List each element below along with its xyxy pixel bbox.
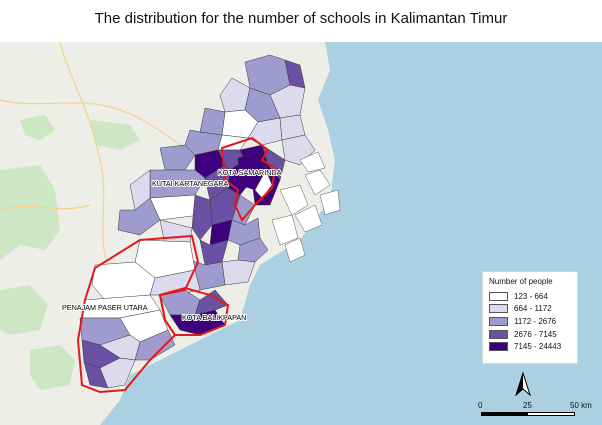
map-legend: Number of people 123 - 664 664 - 1172 11… — [482, 271, 578, 364]
district[interactable] — [159, 144, 196, 171]
legend-label: 2676 - 7145 — [514, 329, 557, 339]
district[interactable] — [99, 357, 136, 389]
highlighted-boundaries — [76, 136, 277, 394]
legend-title: Number of people — [489, 277, 553, 286]
kota-balikpapan-boundary — [158, 286, 230, 336]
scale-segment-black — [481, 412, 528, 416]
district[interactable] — [237, 237, 269, 263]
district[interactable] — [199, 239, 229, 266]
kota-samarinda-boundary — [220, 136, 277, 222]
legend-swatch — [489, 329, 508, 339]
label-kota-balikpapan: KOTA BALIKPAPAN — [182, 313, 246, 322]
label-kutai-kartanegara: KUTAI KARTANEGARA — [152, 179, 228, 188]
legend-item: 1172 - 2676 — [489, 315, 571, 328]
legend-swatch — [489, 342, 508, 352]
legend-swatch — [489, 316, 508, 326]
legend-item: 664 - 1172 — [489, 303, 571, 316]
scale-label-50: 50 km — [570, 401, 592, 410]
map-title: The distribution for the number of schoo… — [94, 10, 508, 27]
legend-label: 123 - 664 — [514, 291, 548, 301]
legend-item: 7145 - 24443 — [489, 340, 571, 353]
roads — [0, 42, 191, 271]
district[interactable] — [191, 194, 213, 241]
scale-label-25: 25 — [523, 401, 532, 410]
scale-segment-white — [527, 412, 575, 416]
forest-patches — [0, 115, 140, 390]
label-kota-samarinda: KOTA SAMARINDA — [218, 168, 282, 177]
district[interactable] — [194, 289, 229, 316]
choropleth-map[interactable]: KOTA SAMARINDA KUTAI KARTANEGARA PENAJAM… — [0, 42, 602, 425]
legend-swatch — [489, 304, 508, 314]
district-polygons[interactable] — [79, 54, 341, 389]
legend-label: 7145 - 24443 — [514, 342, 562, 352]
legend-item: 2676 - 7145 — [489, 328, 571, 341]
penajam-paser-utara-boundary — [76, 234, 200, 394]
label-penajam-paser-utara: PENAJAM PASER UTARA — [62, 303, 148, 312]
legend-label: 1172 - 2676 — [514, 316, 557, 326]
legend-item: 123 - 664 — [489, 290, 571, 303]
district[interactable] — [247, 117, 283, 146]
scale-bar: 0 25 50 km — [478, 398, 598, 424]
legend-label: 664 - 1172 — [514, 304, 552, 314]
coastal-islands — [271, 151, 341, 263]
legend-swatch — [489, 291, 508, 301]
scale-label-0: 0 — [478, 401, 483, 410]
north-arrow-icon: N — [515, 372, 531, 396]
district[interactable] — [134, 329, 176, 361]
